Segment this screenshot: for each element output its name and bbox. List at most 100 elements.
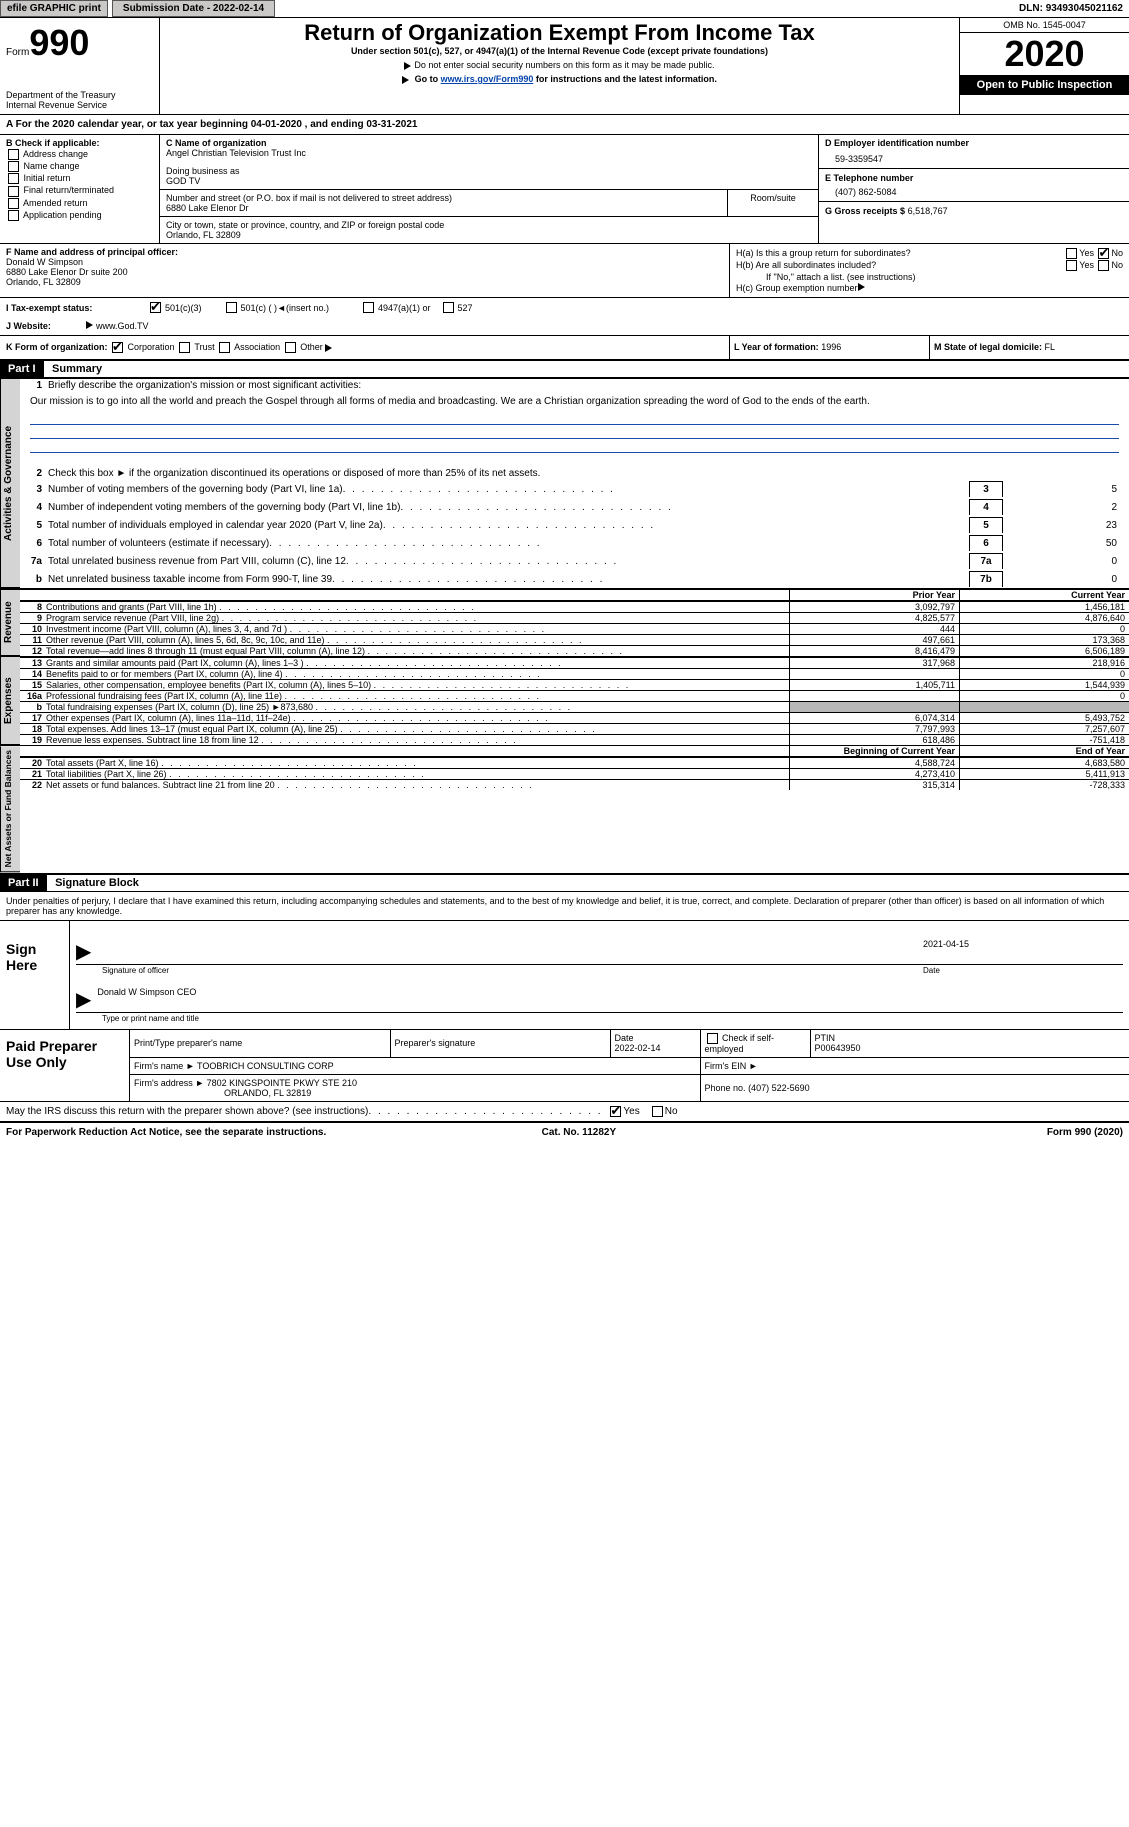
part-ii-title: Signature Block <box>49 877 139 889</box>
fin-current-year: 7,257,607 <box>959 724 1129 734</box>
opt-name: Name change <box>24 161 80 171</box>
501c-checkbox[interactable] <box>226 302 237 313</box>
name-change-checkbox[interactable] <box>8 161 19 172</box>
assoc: Association <box>234 342 280 352</box>
form-left-col: Form990 Department of the Treasury Inter… <box>0 18 160 114</box>
hb-yes-checkbox[interactable] <box>1066 260 1077 271</box>
trust-checkbox[interactable] <box>179 342 190 353</box>
line-box: 6 <box>969 535 1003 551</box>
fin-current-year: -751,418 <box>959 735 1129 745</box>
vert-expenses: Expenses <box>0 657 20 745</box>
fin-text: Revenue less expenses. Subtract line 18 … <box>46 735 789 745</box>
ha-yes-checkbox[interactable] <box>1066 248 1077 259</box>
firm-addr-label: Firm's address ► <box>134 1078 204 1088</box>
hb-note: If "No," attach a list. (see instruction… <box>736 272 1123 282</box>
fin-text: Investment income (Part VIII, column (A)… <box>46 624 789 634</box>
opt-pending: Application pending <box>23 210 102 220</box>
fin-text: Salaries, other compensation, employee b… <box>46 680 789 690</box>
fin-line: 12Total revenue—add lines 8 through 11 (… <box>20 645 1129 656</box>
application-pending-checkbox[interactable] <box>8 210 19 221</box>
4947-checkbox[interactable] <box>363 302 374 313</box>
city-label: City or town, state or province, country… <box>166 220 812 230</box>
officer-addr2: Orlando, FL 32809 <box>6 277 723 287</box>
vert-net: Net Assets or Fund Balances <box>0 746 20 872</box>
officer-name-title: Donald W Simpson CEO <box>97 987 196 1012</box>
ha-no-checkbox[interactable] <box>1098 248 1109 259</box>
b-label: B Check if applicable: <box>6 138 153 148</box>
l-column: L Year of formation: 1996 <box>729 336 929 359</box>
efile-graphic-button[interactable]: efile GRAPHIC print <box>0 0 108 17</box>
governance-line: 3Number of voting members of the governi… <box>20 480 1129 498</box>
fin-current-year <box>959 702 1129 712</box>
street-label: Number and street (or P.O. box if mail i… <box>166 193 721 203</box>
submission-date-button[interactable]: Submission Date - 2022-02-14 <box>112 0 275 17</box>
fin-text: Grants and similar amounts paid (Part IX… <box>46 658 789 668</box>
fin-current-year: -728,333 <box>959 780 1129 790</box>
self-employed-checkbox[interactable] <box>707 1033 718 1044</box>
dln-value: 93493045021162 <box>1046 3 1123 14</box>
hb-no-checkbox[interactable] <box>1098 260 1109 271</box>
fin-line: 15Salaries, other compensation, employee… <box>20 679 1129 690</box>
line-num: 7a <box>26 556 48 567</box>
form-right-col: OMB No. 1545-0047 2020 Open to Public In… <box>959 18 1129 114</box>
governance-line: 6 Total number of volunteers (estimate if… <box>20 534 1129 552</box>
fin-line: 18Total expenses. Add lines 13–17 (must … <box>20 723 1129 734</box>
line-text: Total number of individuals employed in … <box>48 520 383 531</box>
sig-label: Signature of officer <box>102 966 169 975</box>
other-checkbox[interactable] <box>285 342 296 353</box>
vert-revenue: Revenue <box>0 590 20 656</box>
discuss-yes-checkbox[interactable] <box>610 1106 621 1117</box>
prep-date-value: 2022-02-14 <box>615 1043 661 1053</box>
line-text: Number of voting members of the governin… <box>48 484 343 495</box>
address-change-checkbox[interactable] <box>8 149 19 160</box>
governance-line: 4Number of independent voting members of… <box>20 498 1129 516</box>
trust: Trust <box>194 342 214 352</box>
org-name: Angel Christian Television Trust Inc <box>166 148 812 158</box>
prior-year-hdr: Prior Year <box>789 590 959 600</box>
discuss-no-checkbox[interactable] <box>652 1106 663 1117</box>
street-value: 6880 Lake Elenor Dr <box>166 203 721 213</box>
amended-return-checkbox[interactable] <box>8 198 19 209</box>
527: 527 <box>458 303 473 313</box>
vert-governance: Activities & Governance <box>0 379 20 588</box>
expense-lines: 13Grants and similar amounts paid (Part … <box>20 657 1129 745</box>
527-checkbox[interactable] <box>443 302 454 313</box>
fin-text: Total expenses. Add lines 13–17 (must eq… <box>46 724 789 734</box>
line-text: Total number of volunteers (estimate if … <box>48 538 269 549</box>
line-num: 5 <box>26 520 48 531</box>
initial-return-checkbox[interactable] <box>8 173 19 184</box>
line-2-text: Check this box ► if the organization dis… <box>48 468 540 479</box>
g-label: G Gross receipts $ <box>825 206 905 216</box>
fin-line: 13Grants and similar amounts paid (Part … <box>20 657 1129 668</box>
fin-prior-year: 4,273,410 <box>789 769 959 779</box>
fin-current-year: 173,368 <box>959 635 1129 645</box>
opt-amended: Amended return <box>23 198 88 208</box>
fin-text: Other expenses (Part IX, column (A), lin… <box>46 713 789 723</box>
assoc-checkbox[interactable] <box>219 342 230 353</box>
preparer-right: Print/Type preparer's name Preparer's si… <box>130 1030 1129 1101</box>
fin-line: 14Benefits paid to or for members (Part … <box>20 668 1129 679</box>
line-value: 2 <box>1003 502 1123 513</box>
yes-text: Yes <box>1079 260 1094 270</box>
goto-post: for instructions and the latest informat… <box>533 74 717 84</box>
fin-current-year: 1,456,181 <box>959 602 1129 612</box>
firm-addr2: ORLANDO, FL 32819 <box>134 1088 311 1098</box>
final-return-checkbox[interactable] <box>8 186 19 197</box>
form-title: Return of Organization Exempt From Incom… <box>166 20 953 46</box>
m-column: M State of legal domicile: FL <box>929 336 1129 359</box>
form990-link[interactable]: www.irs.gov/Form990 <box>441 74 534 84</box>
revenue-section: Revenue Prior Year Current Year 8Contrib… <box>0 588 1129 656</box>
fin-text: Net assets or fund balances. Subtract li… <box>46 780 789 790</box>
501c: 501(c) ( ) <box>241 303 278 313</box>
yes-text: Yes <box>623 1106 639 1117</box>
k-column: K Form of organization: Corporation Trus… <box>0 336 729 359</box>
l-label: L Year of formation: <box>734 342 819 352</box>
part-i-title: Summary <box>46 363 102 375</box>
corp-checkbox[interactable] <box>112 342 123 353</box>
fin-current-year: 6,506,189 <box>959 646 1129 656</box>
top-bar: efile GRAPHIC print Submission Date - 20… <box>0 0 1129 18</box>
d-label: D Employer identification number <box>825 138 1123 148</box>
501c3-checkbox[interactable] <box>150 302 161 313</box>
fin-text: Total assets (Part X, line 16) <box>46 758 789 768</box>
underline <box>30 411 1119 425</box>
